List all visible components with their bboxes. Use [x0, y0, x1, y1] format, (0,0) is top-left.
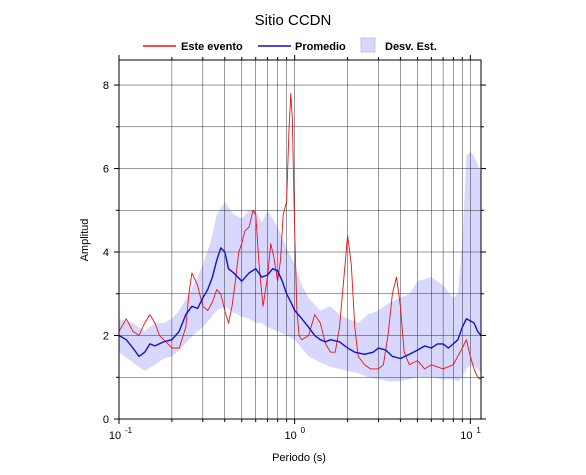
- x-tick-label: 10: [460, 430, 472, 442]
- plot-frame: [118, 59, 482, 420]
- x-axis-label: Periodo (s): [272, 452, 326, 464]
- x-tick-label-exponent: 1: [476, 426, 481, 435]
- series-layer: [118, 92, 482, 380]
- y-tick-label: 4: [103, 247, 109, 259]
- x-tick-label: 10: [285, 430, 297, 442]
- std-band: [119, 151, 481, 382]
- legend-label-promedio: Promedio: [295, 41, 346, 53]
- y-axis-label: Amplitud: [79, 219, 91, 262]
- series-line-promedio: [118, 247, 482, 360]
- legend-label-este-evento: Este evento: [181, 41, 243, 53]
- std-band-layer: [119, 151, 481, 382]
- y-tick-label: 0: [103, 414, 109, 426]
- x-tick-label-exponent: 0: [301, 426, 306, 435]
- chart-title: Sitio CCDN: [255, 12, 332, 29]
- series-line-este-evento: [118, 92, 482, 380]
- x-tick-label: 10: [109, 430, 121, 442]
- y-tick-label: 2: [103, 331, 109, 343]
- y-tick-label: 8: [103, 80, 109, 92]
- grid-layer: [118, 60, 481, 419]
- legend-label-desv-est: Desv. Est.: [385, 41, 437, 53]
- legend: Este evento Promedio Desv. Est.: [143, 37, 437, 53]
- legend-swatch-desv-est: [360, 37, 376, 53]
- y-tick-label: 6: [103, 164, 109, 176]
- x-tick-label-exponent: -1: [125, 426, 133, 435]
